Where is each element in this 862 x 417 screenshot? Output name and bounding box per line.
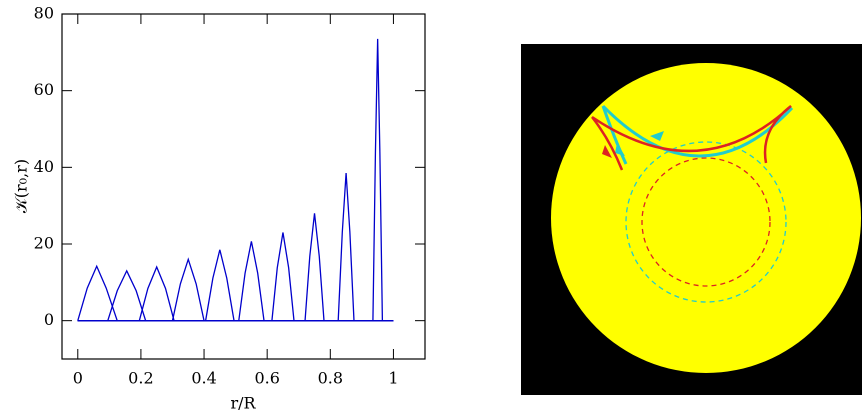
turning-circle-red (641, 157, 771, 287)
ray-diagram (521, 44, 862, 395)
y-tick-label: 60 (34, 80, 54, 99)
turning-circle-cyan (625, 141, 787, 303)
kernel-curve (77, 241, 394, 322)
kernel-curve (77, 269, 394, 322)
kernel-curve (77, 232, 394, 322)
ray-red (591, 105, 792, 171)
x-tick-label: 0.8 (318, 369, 343, 388)
kernel-curve (77, 38, 394, 322)
x-tick-label: 0.2 (128, 369, 153, 388)
y-tick-label: 80 (34, 4, 54, 23)
kernel-curve (77, 257, 394, 322)
kernel-curve (77, 213, 394, 322)
ray-cyan (601, 104, 794, 165)
arrow-red (602, 145, 612, 158)
x-axis-label: r/R (230, 394, 256, 413)
x-tick-label: 0 (73, 369, 83, 388)
kernel-curve (77, 249, 394, 322)
plot-frame (61, 13, 426, 360)
star-disk (551, 63, 861, 373)
x-tick-label: 0.4 (191, 369, 216, 388)
y-tick-label: 20 (34, 234, 54, 253)
y-axis-label: 𝒦(r₀,r) (12, 159, 31, 213)
arrow-cyan (615, 131, 664, 156)
x-tick-label: 1 (388, 369, 398, 388)
y-tick-label: 0 (44, 310, 54, 329)
x-tick-label: 0.6 (254, 369, 279, 388)
y-tick-label: 40 (34, 157, 54, 176)
kernel-curve (77, 173, 394, 322)
